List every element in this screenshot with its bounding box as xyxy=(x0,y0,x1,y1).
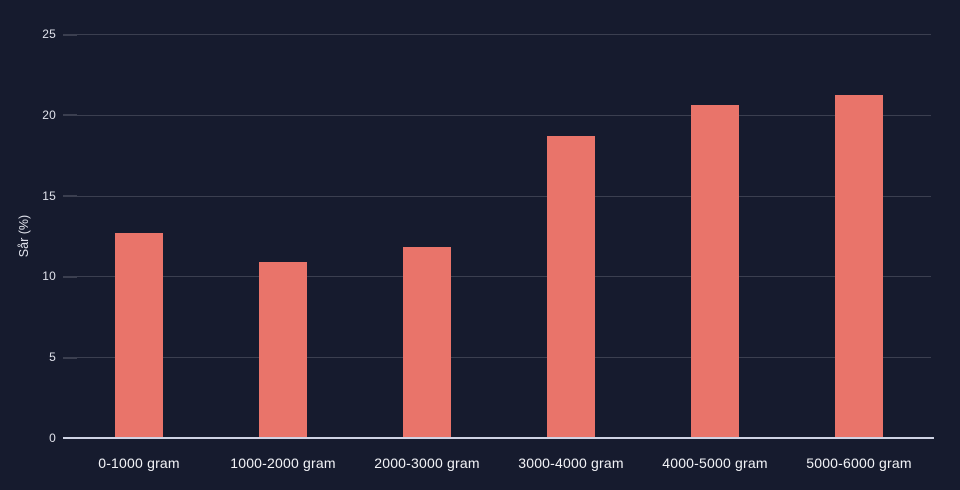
y-tick-mark xyxy=(63,114,77,117)
bar-0-1000 gram xyxy=(115,232,163,438)
x-axis-tick-label: 5000-6000 gram xyxy=(806,455,912,471)
bar-slot xyxy=(499,34,643,438)
y-tick-mark xyxy=(63,195,77,198)
x-axis-tick-label: 3000-4000 gram xyxy=(518,455,624,471)
y-tick-mark xyxy=(63,275,77,278)
x-axis-line xyxy=(63,437,934,439)
bar-slot xyxy=(67,34,211,438)
bar-5000-6000 gram xyxy=(835,95,883,438)
y-tick-mark xyxy=(63,356,77,359)
gridline-y-5 xyxy=(67,357,931,359)
bar-3000-4000 gram xyxy=(547,135,595,438)
x-axis-tick-labels: 0-1000 gram 1000-2000 gram 2000-3000 gram 3… xyxy=(67,451,931,471)
y-axis-tick-label: 25 xyxy=(42,27,56,41)
x-axis-tick-label: 4000-5000 gram xyxy=(662,455,768,471)
y-tick-mark xyxy=(63,33,77,36)
y-axis-tick-label: 5 xyxy=(49,350,56,365)
bar-2000-3000 gram xyxy=(403,247,451,438)
gridline-y-15 xyxy=(67,195,931,197)
bar-1000-2000 gram xyxy=(259,261,307,438)
bar-slot xyxy=(355,34,499,438)
y-axis-tick-labels: 0 5 10 15 20 25 xyxy=(0,27,56,445)
y-axis-tick-label: 20 xyxy=(42,107,56,122)
bar-slot xyxy=(787,34,931,438)
bar-slot xyxy=(643,34,787,438)
bar-slot xyxy=(211,34,355,438)
bar-4000-5000 gram xyxy=(691,105,739,438)
x-axis-tick-label: 2000-3000 gram xyxy=(374,455,480,471)
x-axis-tick-label: 1000-2000 gram xyxy=(230,455,336,471)
gridline-y-10 xyxy=(67,276,931,278)
y-axis-tick-label: 15 xyxy=(42,188,56,203)
gridline-y-25 xyxy=(67,34,931,35)
bars-layer xyxy=(67,34,931,438)
y-axis-tick-label: 0 xyxy=(49,431,56,445)
plot-area xyxy=(63,33,931,438)
y-axis-tick-label: 10 xyxy=(42,269,56,284)
x-axis-tick-label: 0-1000 gram xyxy=(98,455,180,471)
gridline-y-20 xyxy=(67,114,931,116)
